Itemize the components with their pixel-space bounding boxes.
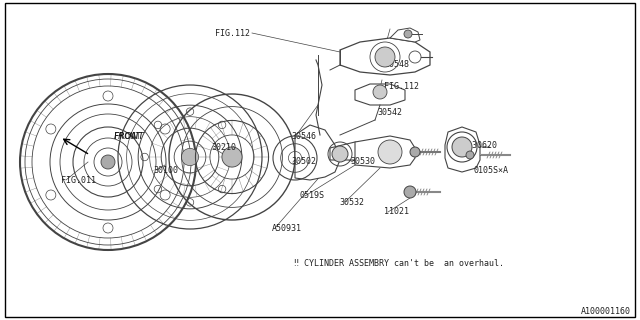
Text: 30542: 30542 <box>378 108 403 117</box>
Circle shape <box>332 146 348 162</box>
Text: 0105S×A: 0105S×A <box>474 166 509 175</box>
Polygon shape <box>355 136 415 168</box>
Text: 30546: 30546 <box>291 132 316 141</box>
Circle shape <box>222 147 242 167</box>
Circle shape <box>378 140 402 164</box>
Polygon shape <box>390 28 420 42</box>
Text: 0519S: 0519S <box>300 191 324 200</box>
Polygon shape <box>295 125 340 180</box>
Text: FIG.112: FIG.112 <box>384 82 419 91</box>
Circle shape <box>373 85 387 99</box>
Polygon shape <box>340 38 430 75</box>
Circle shape <box>404 30 412 38</box>
Text: 30210: 30210 <box>211 143 236 152</box>
Text: FIG.011: FIG.011 <box>61 176 96 185</box>
Circle shape <box>452 137 472 157</box>
Text: A50931: A50931 <box>272 224 302 233</box>
Text: 30530: 30530 <box>351 157 376 166</box>
Polygon shape <box>330 142 380 160</box>
Text: FIG.112: FIG.112 <box>214 29 250 38</box>
Text: ‼ CYLINDER ASSEMBRY can't be  an overhaul.: ‼ CYLINDER ASSEMBRY can't be an overhaul… <box>294 260 504 268</box>
Circle shape <box>410 147 420 157</box>
Text: 30548: 30548 <box>384 60 409 68</box>
Text: 11021: 11021 <box>384 207 409 216</box>
Circle shape <box>375 47 395 67</box>
Polygon shape <box>355 84 405 105</box>
Text: FRONT: FRONT <box>114 132 145 141</box>
Text: 30100: 30100 <box>154 166 179 175</box>
Polygon shape <box>445 127 480 172</box>
Circle shape <box>404 186 416 198</box>
Text: 30502: 30502 <box>291 157 316 166</box>
Text: FRONT: FRONT <box>114 132 141 141</box>
Circle shape <box>466 151 474 159</box>
Text: A100001160: A100001160 <box>580 307 630 316</box>
Text: 30532: 30532 <box>339 198 364 207</box>
Circle shape <box>101 155 115 169</box>
Text: ‰30620: ‰30620 <box>467 141 497 150</box>
Circle shape <box>181 148 198 166</box>
